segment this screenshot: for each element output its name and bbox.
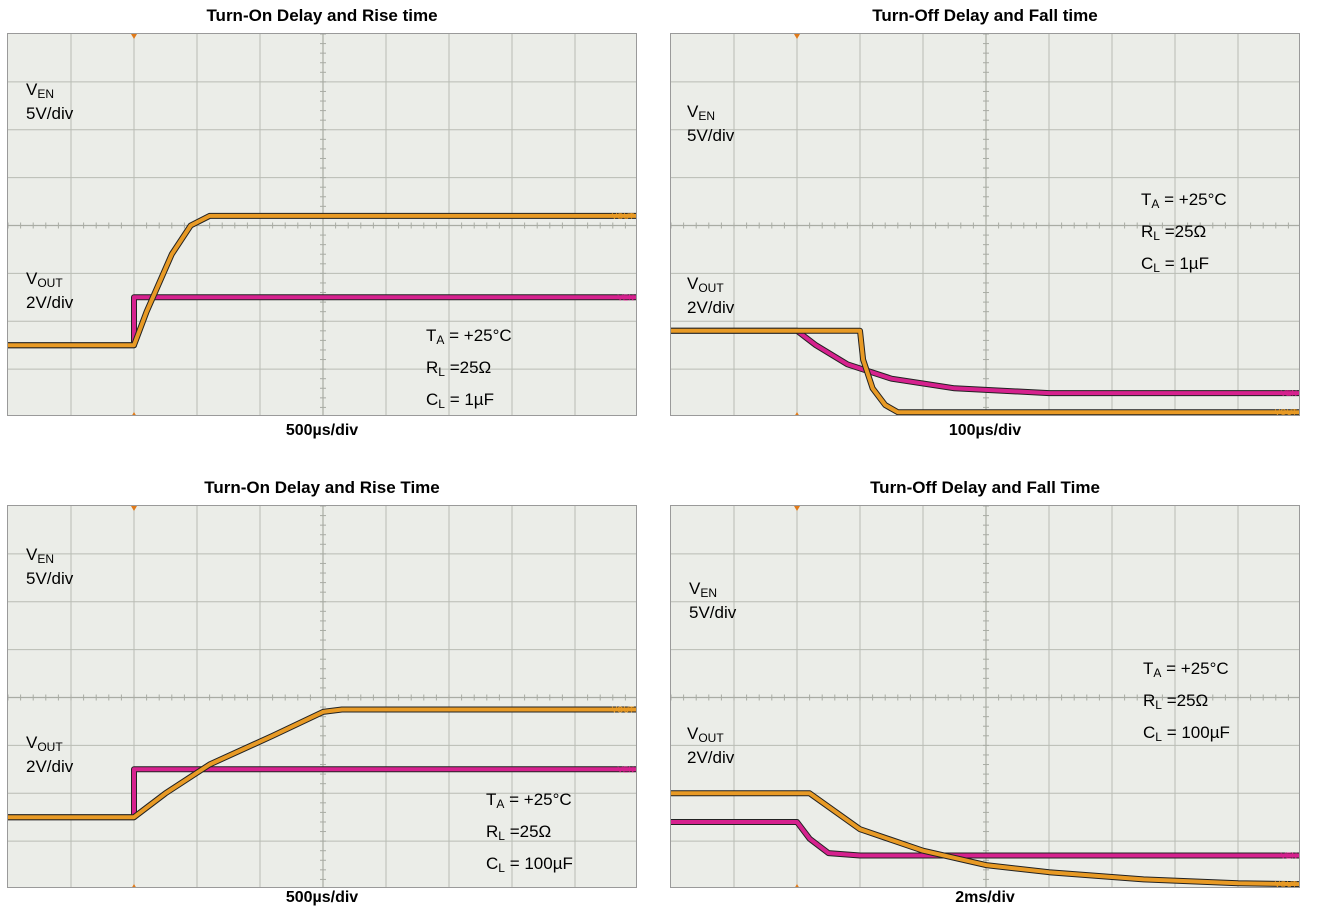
test-conditions: TA = +25°C RL =25Ω CL = 1µF <box>1141 186 1227 282</box>
vout-scale-label: VOUT 2V/div <box>687 274 734 318</box>
time-scale-label: 100µs/div <box>670 422 1300 440</box>
test-conditions: TA = +25°C RL =25Ω CL = 100µF <box>1143 655 1230 751</box>
rl-condition: RL =25Ω <box>426 354 512 386</box>
trigger-marker-top <box>794 506 800 511</box>
channel-tag: VEN <box>1281 851 1298 860</box>
vout-scale-label: VOUT 2V/div <box>687 724 734 768</box>
cl-condition: CL = 1µF <box>426 386 512 416</box>
chart-panel-3: Turn-On Delay and Rise Time VEN VOUT VEN 5… <box>7 478 637 910</box>
time-scale-label: 500µs/div <box>7 889 637 907</box>
cl-condition: CL = 100µF <box>1143 719 1230 751</box>
channel-tag: VEN <box>1281 389 1298 398</box>
rl-condition: RL =25Ω <box>1141 218 1227 250</box>
trigger-marker-top <box>131 506 137 511</box>
rl-condition: RL =25Ω <box>1143 687 1230 719</box>
channel-tag: VOUT <box>1275 408 1297 416</box>
rl-condition: RL =25Ω <box>486 818 573 850</box>
trigger-marker-bottom <box>131 884 137 888</box>
ta-condition: TA = +25°C <box>426 322 512 354</box>
chart-panel-1: Turn-On Delay and Rise time VEN VOUT VEN 5… <box>7 6 637 446</box>
chart-title: Turn-On Delay and Rise time <box>7 6 637 26</box>
channel-tag: VEN <box>618 293 635 302</box>
ta-condition: TA = +25°C <box>1141 186 1227 218</box>
channel-tag: VOUT <box>612 212 634 221</box>
trigger-marker-bottom <box>794 412 800 416</box>
time-scale-label: 2ms/div <box>670 889 1300 907</box>
scope-screen: VEN VOUT VEN 5V/div VOUT 2V/div TA = +25°C … <box>670 505 1300 888</box>
vout-scale-label: VOUT 2V/div <box>26 269 73 313</box>
scope-plot: VEN VOUT <box>8 34 637 416</box>
chart-title: Turn-Off Delay and Fall Time <box>670 478 1300 498</box>
scope-screen: VEN VOUT VEN 5V/div VOUT 2V/div TA = +25°C … <box>7 33 637 416</box>
channel-tag: VOUT <box>612 705 634 714</box>
cl-condition: CL = 100µF <box>486 850 573 882</box>
scope-screen: VEN VOUT VEN 5V/div VOUT 2V/div TA = +25°C … <box>7 505 637 888</box>
channel-tag: VEN <box>618 765 635 774</box>
test-conditions: TA = +25°C RL =25Ω CL = 1µF <box>426 322 512 416</box>
time-scale-label: 500µs/div <box>7 422 637 440</box>
ven-scale-label: VEN 5V/div <box>26 545 73 589</box>
test-conditions: TA = +25°C RL =25Ω CL = 100µF <box>486 786 573 882</box>
trigger-marker-bottom <box>794 884 800 888</box>
chart-panel-2: Turn-Off Delay and Fall time VEN VOUT VEN… <box>670 6 1300 446</box>
ta-condition: TA = +25°C <box>486 786 573 818</box>
ven-scale-label: VEN 5V/div <box>687 102 734 146</box>
channel-tag: VOUT <box>1275 880 1297 888</box>
ven-scale-label: VEN 5V/div <box>689 579 736 623</box>
ta-condition: TA = +25°C <box>1143 655 1230 687</box>
chart-title: Turn-On Delay and Rise Time <box>7 478 637 498</box>
vout-scale-label: VOUT 2V/div <box>26 733 73 777</box>
scope-screen: VEN VOUT VEN 5V/div VOUT 2V/div TA = +25°C … <box>670 33 1300 416</box>
ven-scale-label: VEN 5V/div <box>26 80 73 124</box>
trigger-marker-top <box>794 34 800 39</box>
trigger-marker-bottom <box>131 412 137 416</box>
cl-condition: CL = 1µF <box>1141 250 1227 282</box>
chart-panel-4: Turn-Off Delay and Fall Time VEN VOUT VEN… <box>670 478 1300 910</box>
trigger-marker-top <box>131 34 137 39</box>
chart-title: Turn-Off Delay and Fall time <box>670 6 1300 26</box>
